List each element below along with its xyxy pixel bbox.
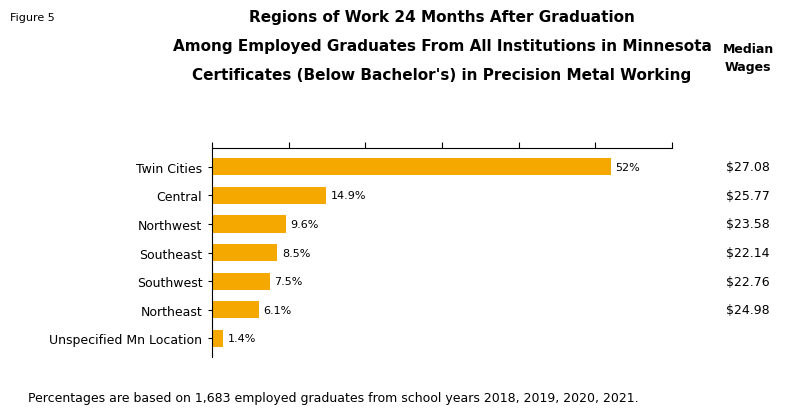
Text: $22.76: $22.76 — [726, 275, 770, 288]
Bar — [212, 244, 277, 261]
Text: Median
Wages: Median Wages — [722, 43, 774, 74]
Text: 8.5%: 8.5% — [282, 248, 310, 258]
Text: 52%: 52% — [615, 162, 640, 172]
Text: $27.08: $27.08 — [726, 161, 770, 174]
Text: 14.9%: 14.9% — [331, 191, 366, 201]
Text: $22.14: $22.14 — [726, 247, 770, 259]
Text: $23.58: $23.58 — [726, 218, 770, 231]
Text: Among Employed Graduates From All Institutions in Minnesota: Among Employed Graduates From All Instit… — [173, 39, 711, 54]
Bar — [212, 216, 286, 233]
Text: Certificates (Below Bachelor's) in Precision Metal Working: Certificates (Below Bachelor's) in Preci… — [192, 68, 692, 83]
Bar — [212, 301, 258, 319]
Bar — [212, 187, 326, 204]
Text: 6.1%: 6.1% — [263, 305, 292, 315]
Text: $25.77: $25.77 — [726, 189, 770, 202]
Bar — [212, 159, 610, 176]
Text: 1.4%: 1.4% — [227, 334, 256, 344]
Text: Percentages are based on 1,683 employed graduates from school years 2018, 2019, : Percentages are based on 1,683 employed … — [28, 391, 638, 404]
Text: $24.98: $24.98 — [726, 304, 770, 317]
Text: 7.5%: 7.5% — [274, 277, 302, 287]
Text: 9.6%: 9.6% — [290, 219, 318, 229]
Text: Figure 5: Figure 5 — [10, 13, 54, 23]
Bar — [212, 330, 222, 347]
Text: Regions of Work 24 Months After Graduation: Regions of Work 24 Months After Graduati… — [249, 10, 635, 25]
Bar — [212, 273, 270, 290]
